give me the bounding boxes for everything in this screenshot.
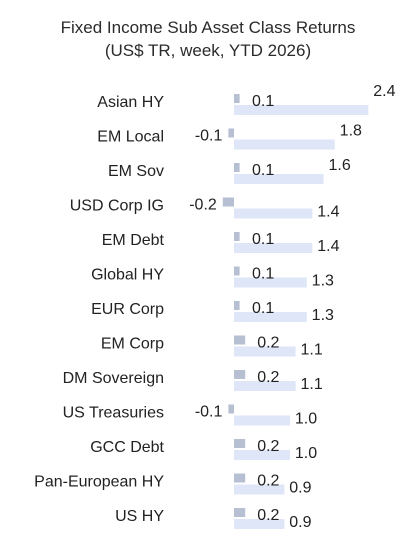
week-bar [234, 439, 246, 448]
ytd-bar [234, 415, 290, 426]
week-bar [234, 232, 240, 241]
week-bar [228, 128, 234, 138]
ytd-value-label: 2.4 [373, 83, 395, 100]
category-label: Global HY [91, 267, 164, 284]
labels-layer: Asian HY 0.1 2.4 EM Local -0.1 1.8 EM Sov 0.1 1.… [34, 83, 395, 531]
week-value-label: 0.1 [252, 300, 274, 317]
week-bar [222, 197, 234, 207]
week-value-label: 0.1 [252, 266, 274, 283]
ytd-value-label: 1.3 [312, 273, 334, 290]
ytd-value-label: 1.8 [340, 123, 362, 140]
week-bar [234, 508, 246, 517]
bars-layer [222, 94, 369, 529]
chart-title: Fixed Income Sub Asset Class Returns [61, 18, 356, 37]
ytd-bar [234, 484, 285, 495]
ytd-value-label: 1.0 [295, 411, 317, 428]
category-label: EUR Corp [91, 301, 164, 318]
ytd-value-label: 1.6 [328, 157, 350, 174]
ytd-value-label: 1.1 [300, 376, 322, 393]
ytd-bar [234, 174, 324, 184]
category-label: Pan-European HY [34, 474, 164, 491]
ytd-bar [234, 312, 307, 322]
category-label: EM Sov [108, 163, 164, 180]
ytd-bar [234, 519, 285, 529]
chart-subtitle: (US$ TR, week, YTD 2026) [105, 41, 311, 60]
week-value-label: 0.2 [257, 335, 279, 352]
category-label: US HY [115, 508, 164, 525]
week-value-label: -0.2 [189, 197, 217, 214]
week-bar [234, 94, 240, 103]
category-label: EM Debt [102, 232, 165, 249]
week-value-label: 0.2 [257, 369, 279, 386]
week-bar [228, 404, 234, 414]
week-value-label: 0.1 [252, 162, 274, 179]
week-bar [234, 163, 240, 172]
category-label: Asian HY [97, 94, 164, 111]
ytd-bar [234, 450, 290, 460]
category-label: US Treasuries [63, 405, 164, 422]
week-bar [234, 370, 246, 379]
category-label: EM Corp [101, 336, 164, 353]
category-label: GCC Debt [90, 439, 164, 456]
week-value-label: 0.2 [257, 507, 279, 524]
ytd-bar [234, 243, 313, 253]
ytd-bar [234, 105, 369, 115]
week-bar [234, 473, 246, 483]
week-value-label: 0.2 [257, 473, 279, 490]
ytd-value-label: 1.4 [317, 204, 339, 221]
ytd-value-label: 1.1 [300, 342, 322, 359]
ytd-bar [234, 139, 335, 150]
ytd-bar [234, 381, 296, 391]
ytd-bar [234, 208, 313, 219]
category-label: EM Local [97, 129, 164, 146]
week-bar [234, 266, 240, 276]
week-bar [234, 335, 246, 345]
category-label: USD Corp IG [70, 198, 164, 215]
week-value-label: 0.2 [257, 438, 279, 455]
week-value-label: 0.1 [252, 93, 274, 110]
category-label: DM Sovereign [63, 370, 164, 387]
ytd-bar [234, 346, 296, 357]
ytd-bar [234, 277, 307, 288]
ytd-value-label: 0.9 [289, 514, 311, 531]
ytd-value-label: 1.3 [312, 307, 334, 324]
ytd-value-label: 1.0 [295, 445, 317, 462]
week-bar [234, 301, 240, 310]
ytd-value-label: 1.4 [317, 238, 339, 255]
week-value-label: -0.1 [195, 404, 223, 421]
week-value-label: -0.1 [195, 128, 223, 145]
week-value-label: 0.1 [252, 231, 274, 248]
ytd-value-label: 0.9 [289, 480, 311, 497]
